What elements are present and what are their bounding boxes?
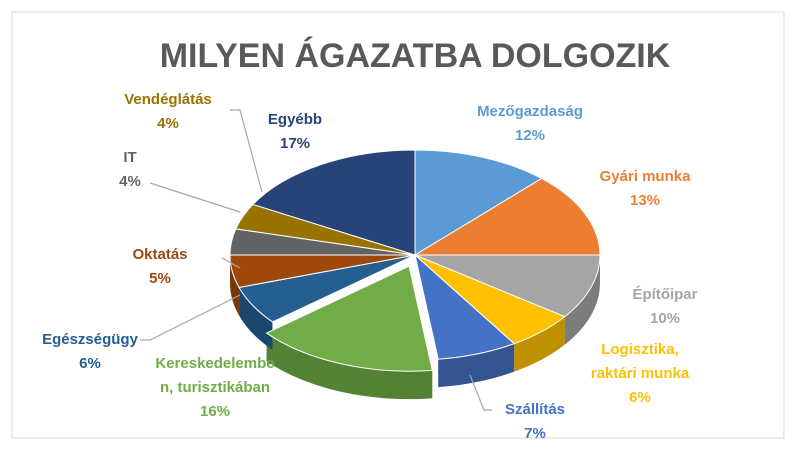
label-value: 6% <box>629 389 651 406</box>
chart-title: MILYEN ÁGAZATBA DOLGOZIK <box>160 37 671 75</box>
label-name: Vendéglátás <box>124 91 212 108</box>
data-label: Egyébb 17% <box>233 108 357 156</box>
label-value: 5% <box>149 270 171 287</box>
pie-slice <box>413 177 601 256</box>
data-label: IT 4% <box>68 146 192 194</box>
label-name: Gyári munka <box>599 168 691 185</box>
pie-slice-side <box>438 343 515 388</box>
label-name: Logisztika, raktári munka <box>590 341 690 382</box>
label-value: 12% <box>514 127 546 144</box>
leader-line <box>149 182 241 213</box>
label-name: Egészségügy <box>42 331 138 348</box>
data-label: Építőipar 10% <box>603 283 727 331</box>
leader-line <box>140 294 241 341</box>
label-value: 7% <box>524 425 546 442</box>
data-label: Mezőgazdaság 12% <box>468 100 592 148</box>
pie-slice <box>251 149 416 256</box>
label-name: Szállítás <box>504 401 566 418</box>
data-label: Vendéglátás 4% <box>106 88 230 136</box>
pie-slice <box>414 149 543 256</box>
label-name: Mezőgazdaság <box>477 103 583 120</box>
leader-line <box>230 109 263 193</box>
pie-tops <box>229 149 601 372</box>
pie-slice <box>265 265 433 372</box>
pie <box>229 149 601 400</box>
data-label: Oktatás 5% <box>98 243 222 291</box>
label-value: 4% <box>157 115 179 132</box>
data-label: Kereskedelemben, turisztikában 16% <box>153 352 277 424</box>
chart-border <box>11 11 785 439</box>
label-name: Építőipar <box>632 286 698 303</box>
label-value: 10% <box>649 310 681 327</box>
data-label: Szállítás 7% <box>473 398 597 446</box>
label-value: 13% <box>629 192 661 209</box>
label-value: 17% <box>279 135 311 152</box>
data-label: Gyári munka 13% <box>583 165 707 213</box>
label-value: 4% <box>119 173 141 190</box>
pie-slice-side <box>230 255 240 316</box>
leader-line <box>469 374 492 411</box>
label-name: Kereskedelemben, turisztikában <box>155 355 275 396</box>
label-name: IT <box>123 149 137 166</box>
label-value: 6% <box>79 355 101 372</box>
pie-slice <box>414 254 601 318</box>
label-value: 16% <box>199 403 231 420</box>
pie-slice-side <box>239 287 273 350</box>
pie-slice-side <box>514 316 565 372</box>
leader-lines <box>140 109 492 411</box>
pie-slice <box>414 253 516 360</box>
leader-line <box>221 257 241 269</box>
pie-slice-side <box>266 333 433 400</box>
data-label: Logisztika, raktári munka 6% <box>578 338 702 410</box>
data-label: Egészségügy 6% <box>28 328 152 376</box>
label-name: Egyébb <box>267 111 323 128</box>
label-name: Oktatás <box>132 246 188 263</box>
